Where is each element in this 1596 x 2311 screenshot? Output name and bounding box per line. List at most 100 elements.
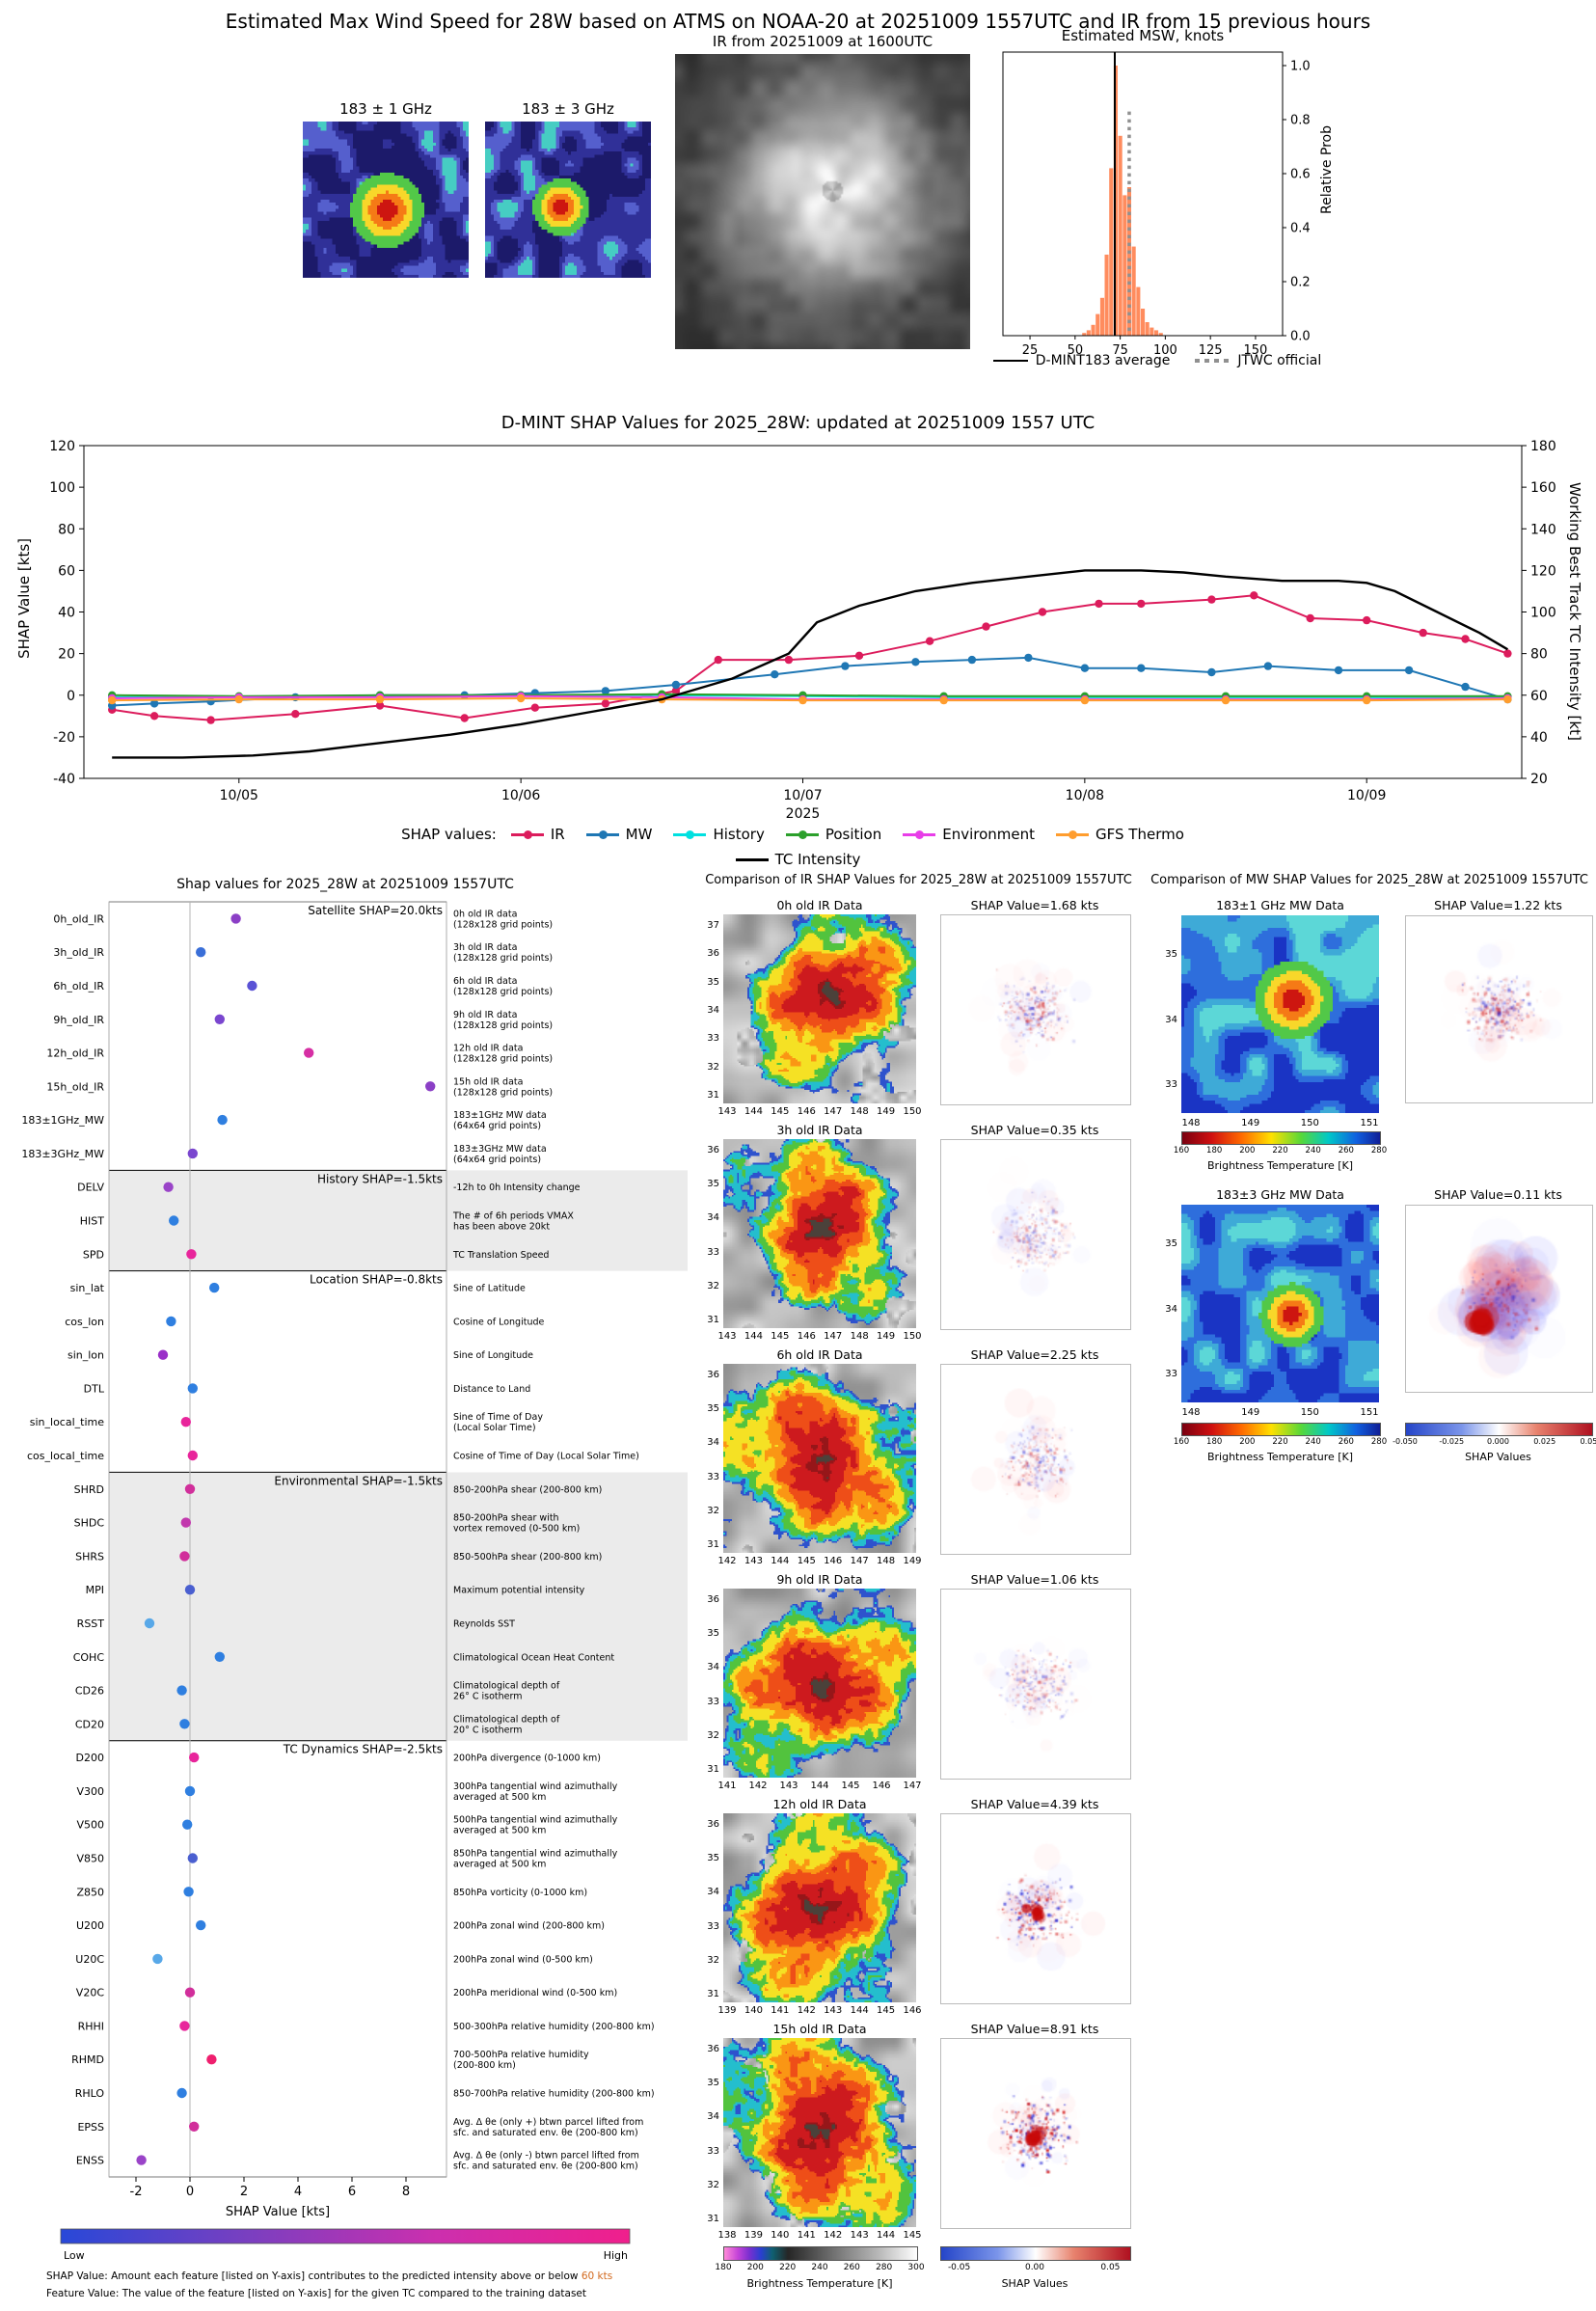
ir-panel-title: 9h old IR Data [776,1572,863,1587]
x-tick-label: 150 [1300,1407,1319,1418]
series-MW-marker [771,670,779,679]
x-tick-label: 145 [903,2230,922,2241]
feature-shap-dot [187,1148,198,1159]
series-IR-marker [1250,591,1258,600]
legend-prefix: SHAP values: [401,826,497,843]
feature-shap-dot [187,1383,198,1394]
series-MW-line [112,656,1508,707]
x-tick-label: 145 [841,1781,860,1791]
section-shading [109,1170,688,1271]
series-IR-marker [1095,599,1103,609]
left-y-tick-label: 20 [58,647,75,663]
feature-name: RHHI [78,2020,104,2032]
bt-colorbar-tick: 160 [1173,1437,1190,1447]
feature-description: averaged at 500 km [453,1860,546,1870]
x-tick-label: 4 [294,2185,302,2199]
series-IR-line [112,594,1508,721]
plot-frame [108,901,447,2178]
x-tick-label: 143 [744,1556,763,1566]
y-tick-label: 36 [707,1145,719,1156]
x-tick-label: 10/05 [220,788,258,803]
left-y-tick-label: 0 [67,689,75,704]
feature-value-colorbar [60,2228,631,2244]
shap-colorbar-tick: 0.00 [1024,2263,1045,2272]
histogram-bar [1082,333,1087,336]
histogram-bar [1145,322,1150,336]
bt-colorbar-tick: 180 [715,2263,732,2272]
feature-name: U200 [76,1919,104,1932]
series-GFS Thermo-marker [108,695,117,705]
series-GFS Thermo-marker [375,694,385,704]
feature-name: COHC [73,1651,105,1664]
feature-name: SHDC [74,1517,105,1530]
mw-shap-map-183p1 [1405,915,1593,1103]
x-tick-label: 145 [797,1556,816,1566]
feature-shap-dot [247,980,257,992]
x-tick-label: 150 [903,1106,922,1117]
histogram-title: Estimated MSW, knots [1061,27,1225,44]
feature-description: sfc. and saturated env. θe (200-800 km) [453,2161,638,2172]
bt-colorbar-tick: 220 [779,2263,797,2272]
series-MW-marker [149,699,159,708]
x-tick-label: 148 [1181,1407,1201,1418]
x-tick-label: 142 [717,1556,737,1566]
legend-jtwc-label: JTWC official [1237,353,1322,368]
feature-name: V300 [76,1785,104,1798]
series-GFS Thermo-marker [1503,694,1512,704]
bt-colorbar-tick: 240 [811,2263,828,2272]
legend-marker-sample [686,829,695,839]
x-tick-label: 138 [717,2230,737,2241]
series-IR-marker [530,703,539,712]
x-tick-label: 146 [872,1781,891,1791]
ir-panel-title: 3h old IR Data [776,1123,863,1137]
ir-image-3h [723,1589,916,1778]
feature-name: V500 [76,1819,104,1832]
legend-label: History [713,826,765,843]
series-GFS Thermo-marker [516,693,526,703]
x-tick-label: 143 [779,1781,798,1791]
series-IR-marker [1419,628,1427,638]
feature-description: Avg. Δ θe (only -) btwn parcel lifted fr… [453,2151,639,2161]
legend-label: IR [550,826,565,843]
series-IR-marker [1363,615,1371,625]
right-y-tick-label: 40 [1530,730,1548,746]
series-MW-marker [671,680,681,690]
x-tick-label: 151 [1360,1118,1379,1128]
ir-shap-map-0h [940,914,1131,1105]
ir-image-title: IR from 20251009 at 1600UTC [712,33,933,50]
x-tick-label: 144 [744,1331,763,1342]
histogram-bar [1091,324,1096,336]
x-tick-label: 147 [903,1781,922,1791]
left-y-tick-label: 40 [58,606,75,621]
y-tick-label: 32 [707,1954,719,1966]
feature-description: 0h old IR data [453,909,517,919]
y-tick-label: 35 [1165,949,1177,960]
shap-colorbar-tick: -0.025 [1439,1437,1465,1446]
bt-colorbar-tick: 280 [1370,1146,1388,1156]
histogram-bar [1131,246,1136,336]
y-tick-label: 33 [1165,1079,1177,1091]
mw-image-183p3 [1181,1205,1379,1402]
x-tick-label: 143 [850,2230,869,2241]
x-tick-label: 148 [850,1106,869,1117]
left-y-tick-label: 80 [58,522,75,537]
feature-description: 200hPa meridional wind (0-500 km) [453,1988,617,1998]
y-tick-label: 0.4 [1290,222,1311,236]
histogram-bar [1109,168,1114,336]
right-y-tick-label: 80 [1530,647,1548,663]
x-tick-label: 150 [1300,1118,1319,1128]
feature-name: V850 [76,1853,104,1865]
ir-image-0h [723,914,916,1103]
bt-colorbar-tick: 280 [1370,1437,1388,1447]
left-y-tick-label: 60 [58,563,75,579]
legend-item-GFS Thermo: GFS Thermo [1056,826,1184,843]
timeseries-legend-row2: TC Intensity [0,851,1596,868]
feature-name: RHMD [71,2053,104,2066]
x-tick-label: 151 [1360,1407,1379,1418]
right-y-tick-label: 160 [1530,480,1556,496]
legend-item-History: History [673,826,765,843]
histogram-bar [1141,309,1146,336]
series-MW-marker [1080,664,1090,672]
feature-name: 9h_old_IR [53,1014,104,1026]
series-IR-marker [1461,635,1470,643]
